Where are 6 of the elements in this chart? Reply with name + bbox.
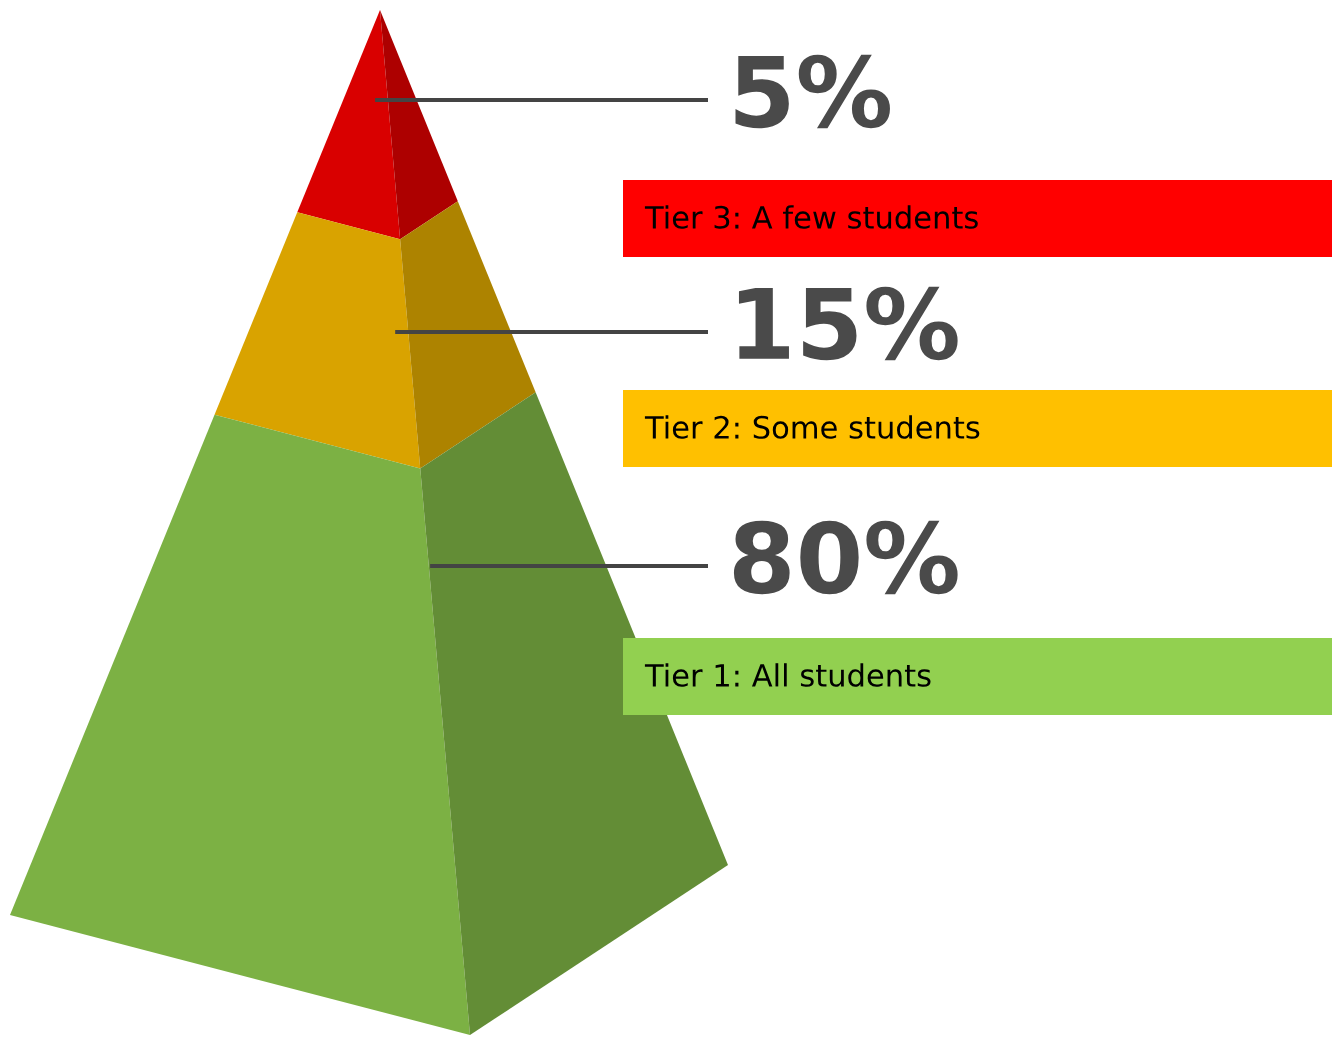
category-label: Tier 1: All students bbox=[644, 663, 931, 687]
data-label: 5% bbox=[735, 54, 890, 129]
data-label: 80% bbox=[733, 520, 958, 595]
category-label: Tier 2: Some students bbox=[644, 415, 980, 439]
data-label: 15% bbox=[738, 286, 958, 361]
category-label: Tier 3: A few students bbox=[644, 205, 978, 229]
